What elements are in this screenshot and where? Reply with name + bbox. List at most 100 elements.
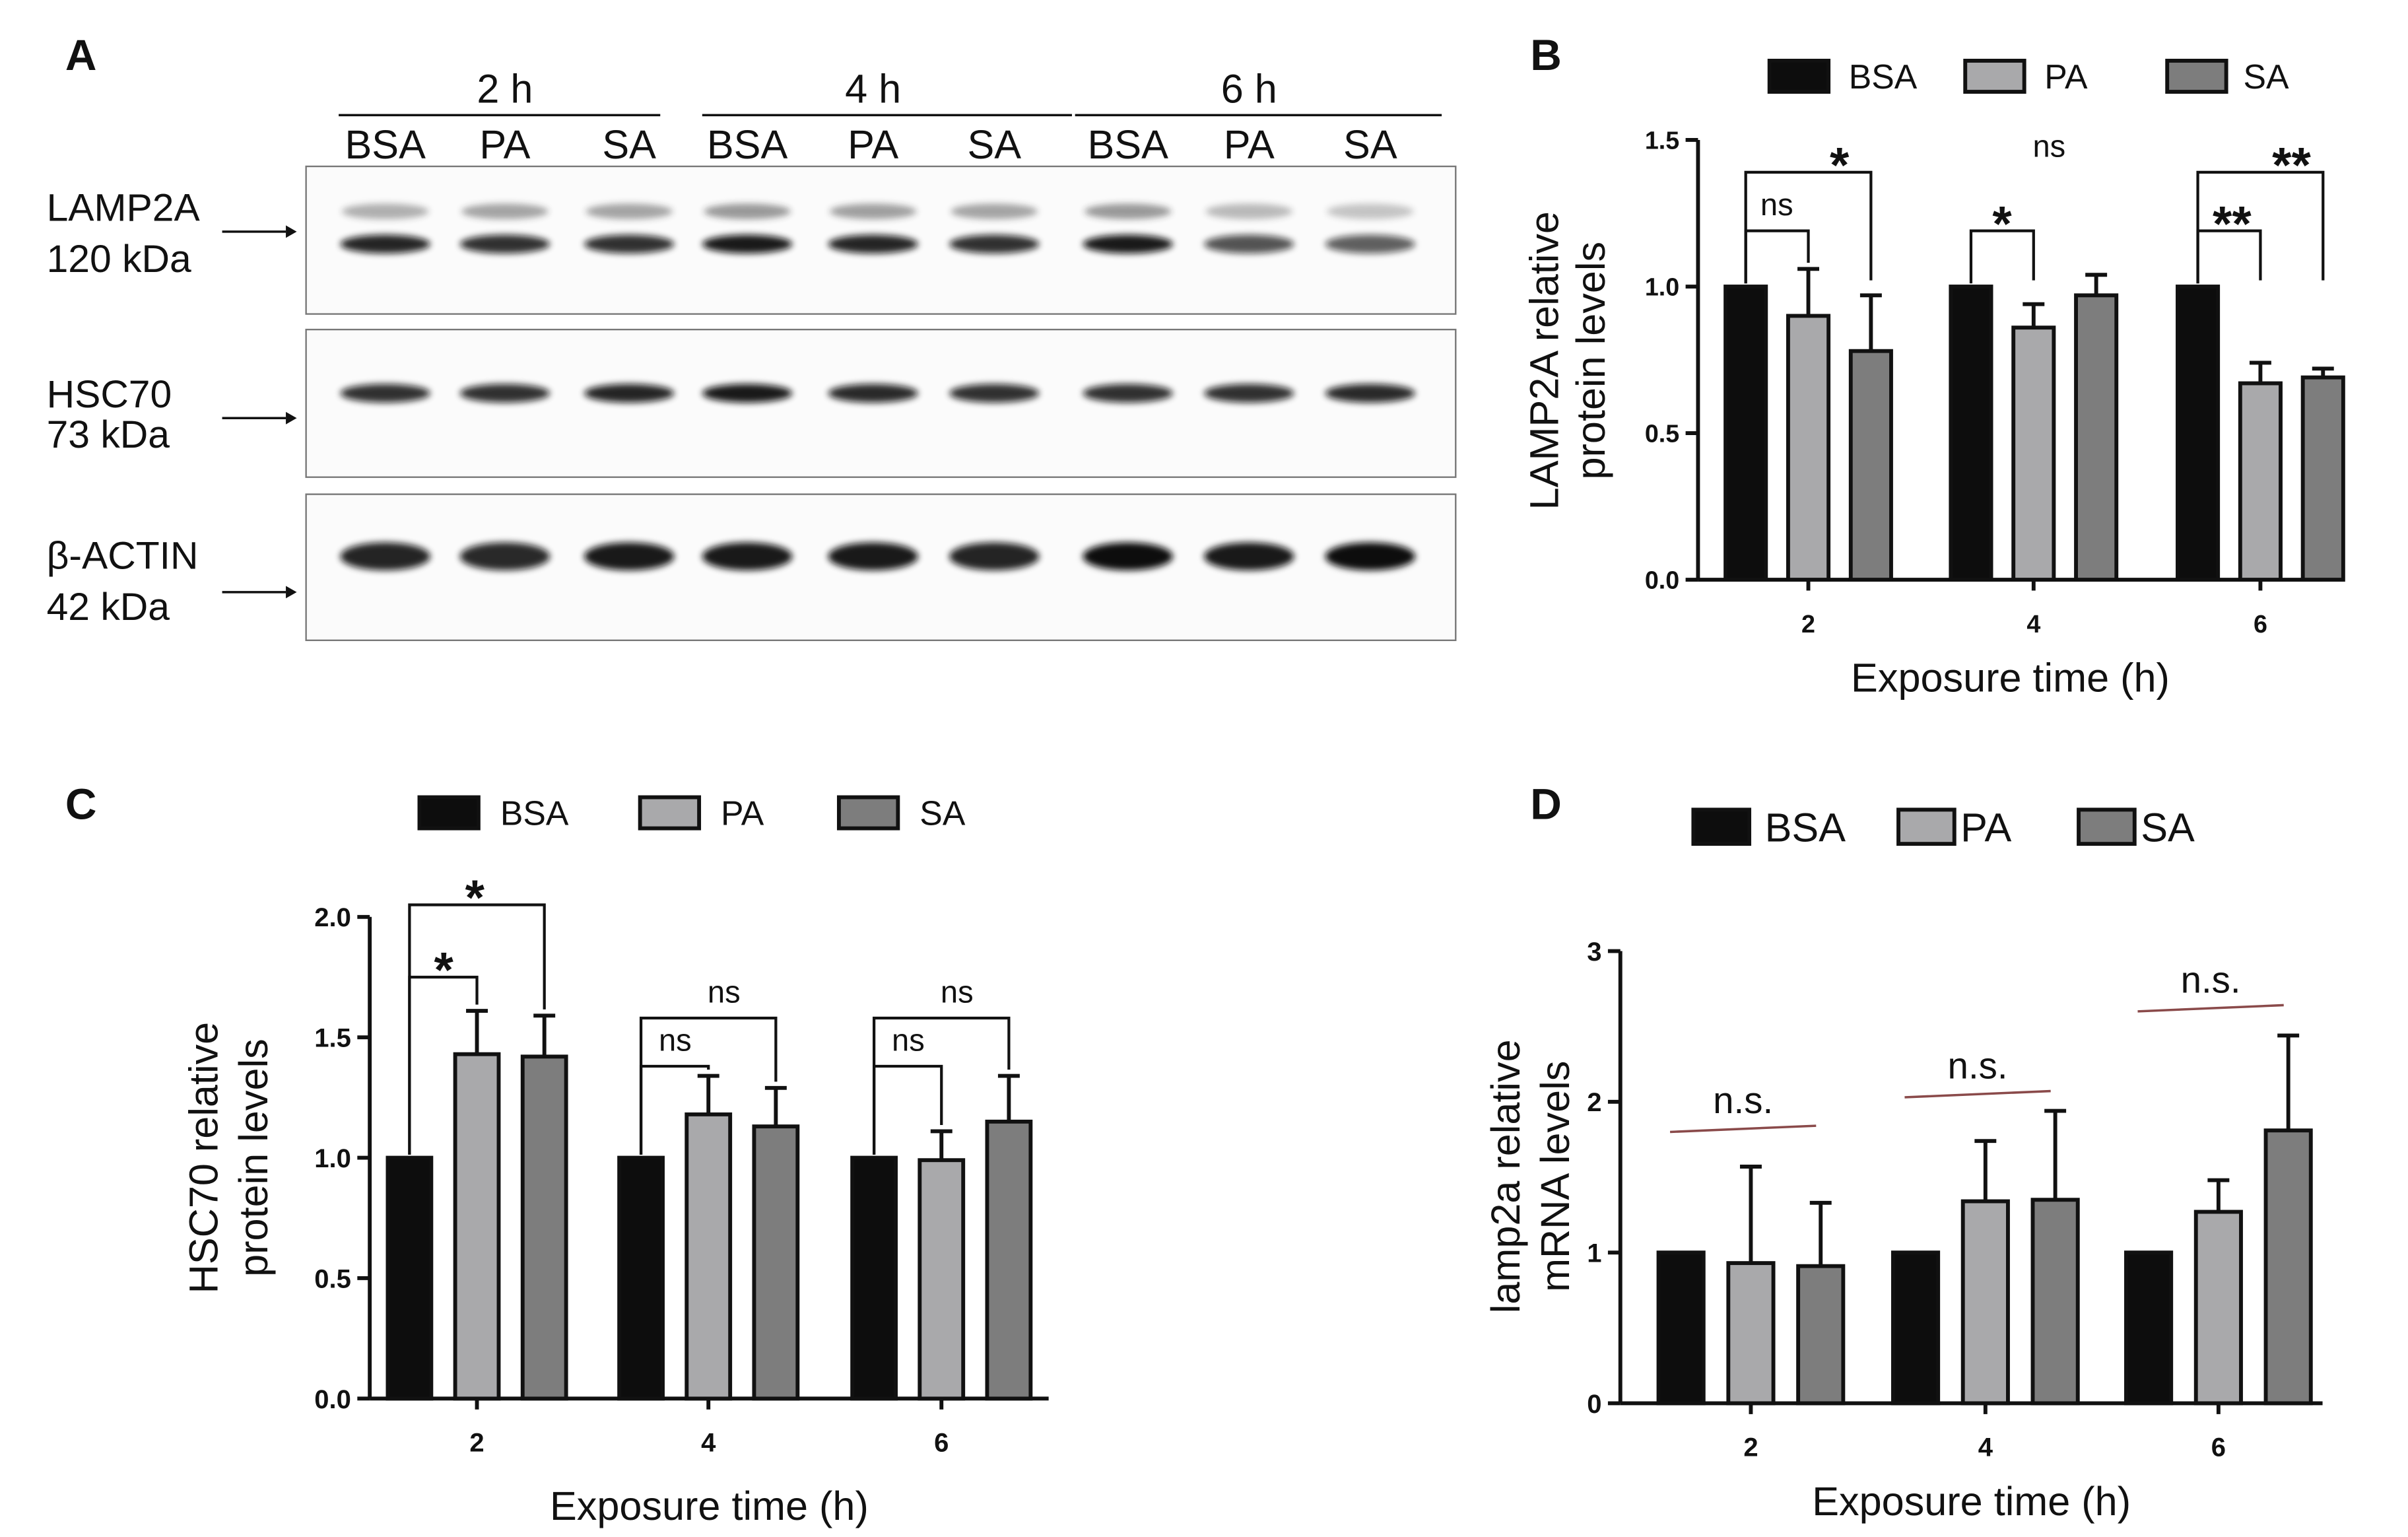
band bbox=[584, 384, 675, 403]
significance-bracket bbox=[872, 1064, 943, 1155]
significance-label: ns bbox=[708, 974, 741, 1009]
legend-swatch bbox=[1896, 807, 1956, 846]
legend-label: BSA bbox=[1849, 57, 1918, 96]
significance-label: n.s. bbox=[1948, 1045, 2008, 1087]
significance-bracket bbox=[1744, 229, 1810, 284]
y-axis-label: HSC70 relative bbox=[181, 1022, 226, 1294]
bar bbox=[1949, 285, 1993, 582]
band-lower bbox=[1083, 234, 1173, 254]
x-tick-label: 4 bbox=[2026, 610, 2040, 638]
panel-label-d: D bbox=[1530, 779, 1562, 828]
significance-label: n.s. bbox=[1713, 1079, 1773, 1121]
bar bbox=[2074, 293, 2119, 582]
legend-label: SA bbox=[920, 794, 966, 833]
band-upper bbox=[951, 203, 1038, 220]
band bbox=[1083, 542, 1173, 570]
y-tick-label: 1.5 bbox=[1645, 127, 1679, 154]
y-axis-label: LAMP2A relative bbox=[1522, 211, 1567, 510]
lane-label: BSA bbox=[707, 122, 788, 167]
y-tick-label: 3 bbox=[1587, 938, 1601, 967]
lane-label: PA bbox=[1224, 122, 1275, 167]
x-tick-label: 4 bbox=[1978, 1433, 1993, 1462]
bar bbox=[685, 1112, 733, 1401]
lane-label: SA bbox=[967, 122, 1021, 167]
x-tick-label: 2 bbox=[469, 1428, 484, 1457]
bar bbox=[2011, 325, 2056, 582]
x-axis-label: Exposure time (h) bbox=[550, 1484, 869, 1528]
timepoint-label: 4 h bbox=[845, 67, 901, 112]
significance-bracket bbox=[872, 1016, 1011, 1155]
y-tick-label: 0.5 bbox=[314, 1264, 351, 1293]
significance-label: ** bbox=[2272, 137, 2311, 193]
x-axis-label: Exposure time (h) bbox=[1812, 1479, 2131, 1524]
band-lower bbox=[459, 234, 551, 254]
y-tick-label: 0 bbox=[1587, 1390, 1601, 1419]
significance-label: ns bbox=[941, 974, 974, 1009]
band-lower bbox=[1325, 234, 1416, 254]
legend-label: BSA bbox=[1765, 805, 1846, 850]
legend-swatch bbox=[1691, 807, 1752, 846]
panel-label-a: A bbox=[65, 30, 97, 79]
band bbox=[1204, 384, 1294, 403]
band bbox=[828, 542, 918, 570]
significance-label: * bbox=[465, 870, 485, 926]
molecular-weight: 73 kDa bbox=[47, 413, 170, 456]
x-tick-label: 2 bbox=[1801, 610, 1815, 638]
significance-label: * bbox=[1992, 196, 2012, 252]
bar bbox=[1796, 1264, 1846, 1406]
band bbox=[1325, 542, 1416, 570]
band bbox=[459, 542, 551, 570]
significance-bracket bbox=[639, 1016, 778, 1155]
legend-swatch bbox=[836, 795, 900, 831]
bar bbox=[385, 1155, 434, 1401]
bar bbox=[985, 1119, 1033, 1401]
band bbox=[828, 384, 918, 403]
legend-label: PA bbox=[1960, 805, 2011, 850]
band bbox=[949, 384, 1040, 403]
x-axis-label: Exposure time (h) bbox=[1851, 655, 2170, 700]
y-axis-label: lamp2a relative bbox=[1483, 1039, 1528, 1313]
bar bbox=[1960, 1199, 2010, 1406]
y-axis-label: protein levels bbox=[231, 1039, 276, 1277]
timepoint-label: 6 h bbox=[1221, 67, 1277, 112]
legend-swatch bbox=[2077, 807, 2137, 846]
significance-bracket bbox=[1744, 170, 1873, 284]
bar bbox=[850, 1155, 898, 1401]
band-lower bbox=[340, 234, 430, 254]
significance-label: * bbox=[1830, 137, 1850, 193]
lane-label: BSA bbox=[345, 122, 426, 167]
protein-name: HSC70 bbox=[47, 373, 172, 416]
bar bbox=[1890, 1250, 1941, 1406]
bar bbox=[617, 1155, 665, 1401]
significance-bracket bbox=[408, 903, 546, 1155]
band bbox=[949, 542, 1040, 570]
band bbox=[1204, 542, 1294, 570]
significance-label: ns bbox=[659, 1022, 692, 1057]
timepoint-label: 2 h bbox=[477, 67, 533, 112]
arrow-head bbox=[286, 411, 297, 425]
y-tick-label: 1.5 bbox=[314, 1024, 351, 1053]
legend-label: PA bbox=[2044, 57, 2088, 96]
band bbox=[1083, 384, 1173, 403]
y-tick-label: 0.0 bbox=[1645, 566, 1679, 594]
bar bbox=[2300, 375, 2345, 582]
bar bbox=[1723, 285, 1768, 582]
y-tick-label: 2 bbox=[1587, 1088, 1601, 1117]
legend-swatch bbox=[2165, 59, 2228, 94]
band bbox=[702, 542, 793, 570]
y-axis-label: mRNA levels bbox=[1533, 1061, 1578, 1292]
bar bbox=[752, 1124, 800, 1401]
legend-label: SA bbox=[2244, 57, 2290, 96]
bar bbox=[2263, 1128, 2313, 1406]
band-lower bbox=[584, 234, 675, 254]
significance-label: ns bbox=[892, 1022, 925, 1057]
legend-label: PA bbox=[721, 794, 764, 833]
significance-label: * bbox=[434, 942, 454, 998]
y-tick-label: 0.5 bbox=[1645, 420, 1679, 448]
band bbox=[584, 542, 675, 570]
lamp2a-protein-chart: BSA PA SA0.00.51.01.52 4 6ns**ns****Exposure… bbox=[1522, 57, 2345, 700]
bar bbox=[1848, 349, 1893, 582]
band-upper bbox=[704, 203, 791, 220]
blot-membrane bbox=[305, 328, 1457, 478]
